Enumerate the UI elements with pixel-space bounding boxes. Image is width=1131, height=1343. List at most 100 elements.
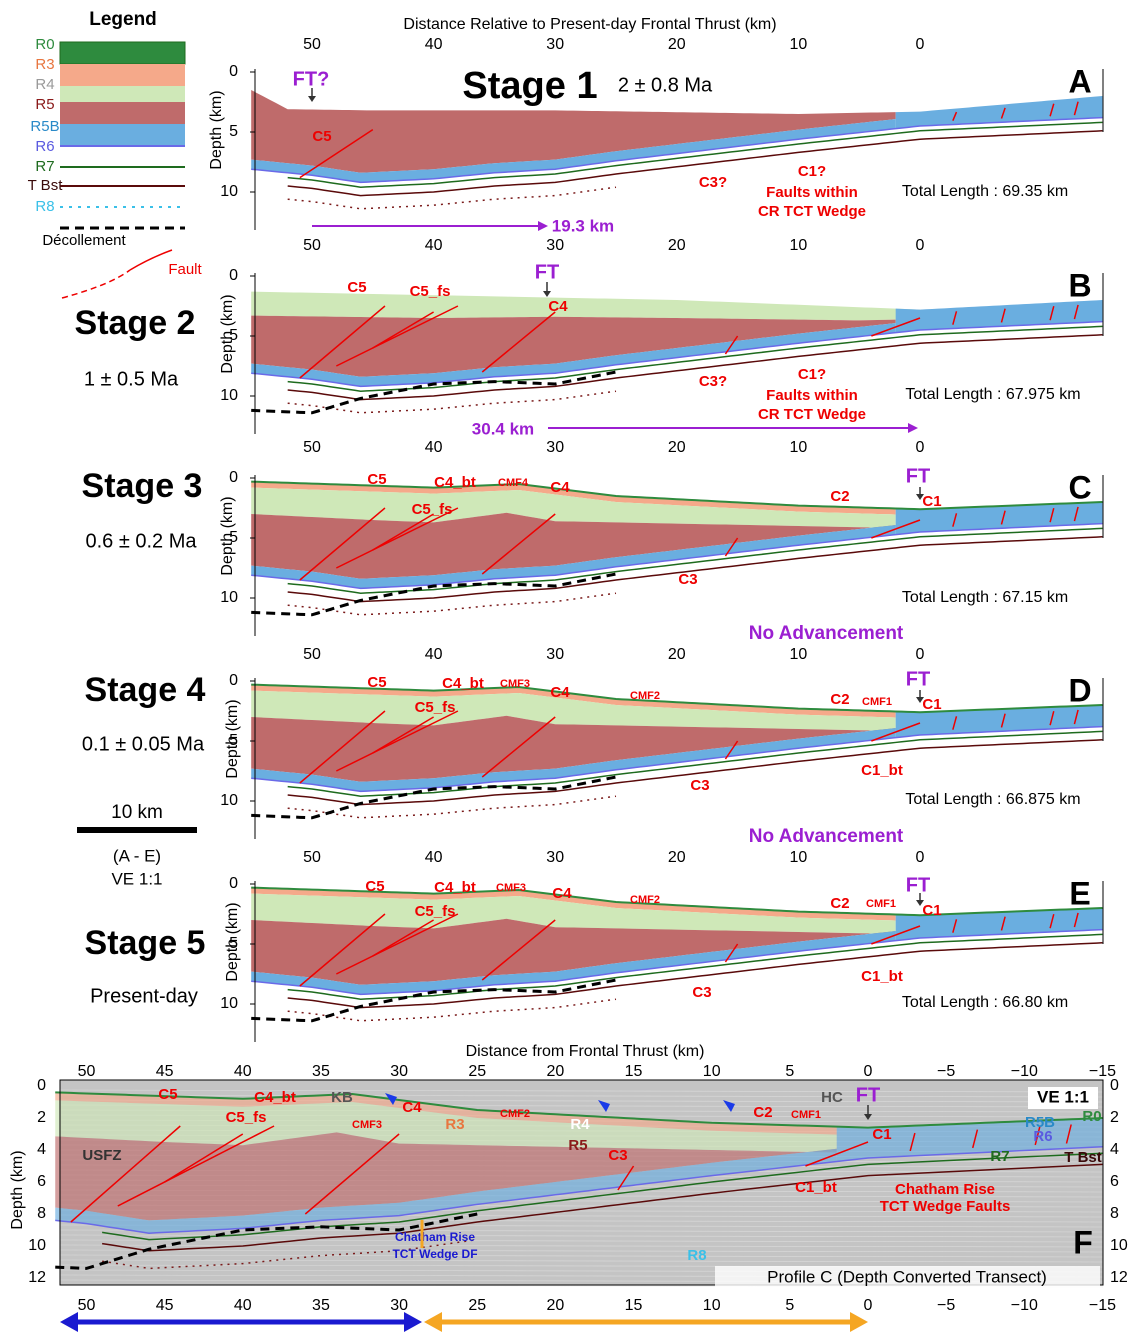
depth-tick-label: 0 bbox=[1110, 1077, 1119, 1094]
x-tick-label: 10 bbox=[790, 646, 808, 663]
annotation: CMF2 bbox=[500, 1108, 530, 1120]
stage: Stage 3 bbox=[82, 467, 203, 505]
annotation: C5 bbox=[312, 128, 331, 145]
x-tick-label: 40 bbox=[425, 646, 443, 663]
x-tick-label: −15 bbox=[1089, 1297, 1116, 1314]
annotation: C3 bbox=[608, 1147, 627, 1164]
annotation: C5 bbox=[367, 674, 386, 691]
annotation: CMF3 bbox=[496, 882, 526, 894]
x-tick-label: 10 bbox=[703, 1297, 721, 1314]
x-tick-label: 50 bbox=[303, 849, 321, 866]
stage-age: 2 ± 0.8 Ma bbox=[618, 74, 713, 96]
advancement: No Advancement bbox=[749, 826, 904, 847]
annotation: FT bbox=[906, 874, 930, 896]
x-tick-label: 40 bbox=[234, 1297, 252, 1314]
annotation: Chatham Rise bbox=[895, 1181, 995, 1198]
x-tick-label: −10 bbox=[1011, 1297, 1038, 1314]
annotation: C5_fs bbox=[415, 699, 456, 716]
depth-tick-label: 10 bbox=[1110, 1237, 1128, 1254]
legend-swatch bbox=[60, 86, 185, 102]
panel-letter: C bbox=[1068, 469, 1091, 505]
scale-length: 10 km bbox=[111, 802, 163, 823]
total-length: Total Length : 66.875 km bbox=[905, 791, 1080, 808]
shortening-arrow bbox=[538, 221, 548, 231]
x-tick-label: 5 bbox=[785, 1063, 794, 1080]
axis-title: Distance from Frontal Thrust (km) bbox=[466, 1043, 705, 1060]
x-tick-label: 35 bbox=[312, 1297, 330, 1314]
annotation: T Bst bbox=[1064, 1149, 1102, 1166]
domain-arrow bbox=[850, 1312, 868, 1332]
annotation: C4 bbox=[548, 298, 568, 315]
annotation: C1_bt bbox=[795, 1179, 837, 1196]
fault-swatch bbox=[130, 250, 172, 270]
x-tick-label: 5 bbox=[785, 1297, 794, 1314]
annotation: C2 bbox=[830, 691, 849, 708]
annotation: TCT Wedge DF bbox=[392, 1247, 477, 1261]
annotation: R8 bbox=[687, 1247, 706, 1264]
depth-tick-label: 10 bbox=[220, 183, 238, 200]
depth-tick-label: 6 bbox=[1110, 1173, 1119, 1190]
x-tick-label: −5 bbox=[937, 1063, 955, 1080]
panel-letter: B bbox=[1068, 267, 1091, 303]
legend-label: R3 bbox=[35, 56, 54, 73]
stage: Stage 5 bbox=[85, 924, 206, 962]
annotation: CMF2 bbox=[630, 690, 660, 702]
decollement-label: Décollement bbox=[42, 232, 126, 249]
depth-tick-label: 8 bbox=[1110, 1205, 1119, 1222]
depth-tick-label: 12 bbox=[28, 1269, 46, 1286]
annotation: C4_bt bbox=[442, 675, 484, 692]
annotation: C3? bbox=[699, 373, 727, 390]
domain-arrow bbox=[60, 1312, 78, 1332]
annotation: C1_bt bbox=[861, 968, 903, 985]
x-tick-label: 25 bbox=[468, 1063, 486, 1080]
depth-label: Depth (km) bbox=[224, 699, 241, 778]
depth-tick-label: 0 bbox=[37, 1077, 46, 1094]
stage: Stage 4 bbox=[85, 671, 206, 709]
x-tick-label: 20 bbox=[668, 237, 686, 254]
advancement: No Advancement bbox=[749, 623, 904, 644]
x-tick-label: 45 bbox=[156, 1063, 174, 1080]
legend-label: T Bst bbox=[28, 177, 64, 194]
annotation: C1? bbox=[798, 163, 826, 180]
stage: Stage 1 bbox=[462, 65, 597, 107]
depth-label: Depth (km) bbox=[219, 294, 236, 373]
legend-label: R5B bbox=[30, 118, 59, 135]
scale-ve: VE 1:1 bbox=[111, 869, 162, 888]
x-tick-label: 15 bbox=[625, 1063, 643, 1080]
x-tick-label: 20 bbox=[668, 439, 686, 456]
x-tick-label: 20 bbox=[668, 849, 686, 866]
depth-tick-label: 5 bbox=[229, 123, 238, 140]
legend-swatch bbox=[60, 64, 185, 86]
stage-age: Present-day bbox=[90, 985, 198, 1007]
annotation: C4_bt bbox=[434, 879, 476, 896]
annotation: R6 bbox=[1033, 1128, 1052, 1145]
annotation: C5 bbox=[367, 471, 386, 488]
annotation: C1 bbox=[872, 1126, 891, 1143]
annotation: FT bbox=[535, 261, 559, 283]
x-tick-label: 50 bbox=[303, 439, 321, 456]
annotation: C2 bbox=[830, 895, 849, 912]
x-tick-label: 10 bbox=[790, 237, 808, 254]
ft-arrow bbox=[543, 291, 551, 297]
x-tick-label: 40 bbox=[425, 36, 443, 53]
depth-tick-label: 0 bbox=[229, 63, 238, 80]
annotation: CMF1 bbox=[791, 1109, 821, 1121]
annotation: CR TCT Wedge bbox=[758, 203, 866, 220]
x-tick-label: 30 bbox=[546, 849, 564, 866]
depth-tick-label: 2 bbox=[37, 1109, 46, 1126]
annotation: C4 bbox=[552, 885, 572, 902]
annotation: HC bbox=[821, 1089, 843, 1106]
x-tick-label: 25 bbox=[468, 1297, 486, 1314]
x-tick-label: 35 bbox=[312, 1063, 330, 1080]
annotation: KB bbox=[331, 1089, 353, 1106]
annotation: R5 bbox=[568, 1137, 587, 1154]
depth-tick-label: 8 bbox=[37, 1205, 46, 1222]
annotation: R7 bbox=[990, 1148, 1009, 1165]
depth-tick-label: 10 bbox=[220, 995, 238, 1012]
annotation: C2 bbox=[830, 488, 849, 505]
legend-swatch bbox=[60, 124, 185, 145]
depth-label: Depth (km) bbox=[208, 90, 225, 169]
annotation: 30.4 km bbox=[472, 419, 534, 438]
annotation: C1? bbox=[798, 366, 826, 383]
x-tick-label: 10 bbox=[703, 1063, 721, 1080]
